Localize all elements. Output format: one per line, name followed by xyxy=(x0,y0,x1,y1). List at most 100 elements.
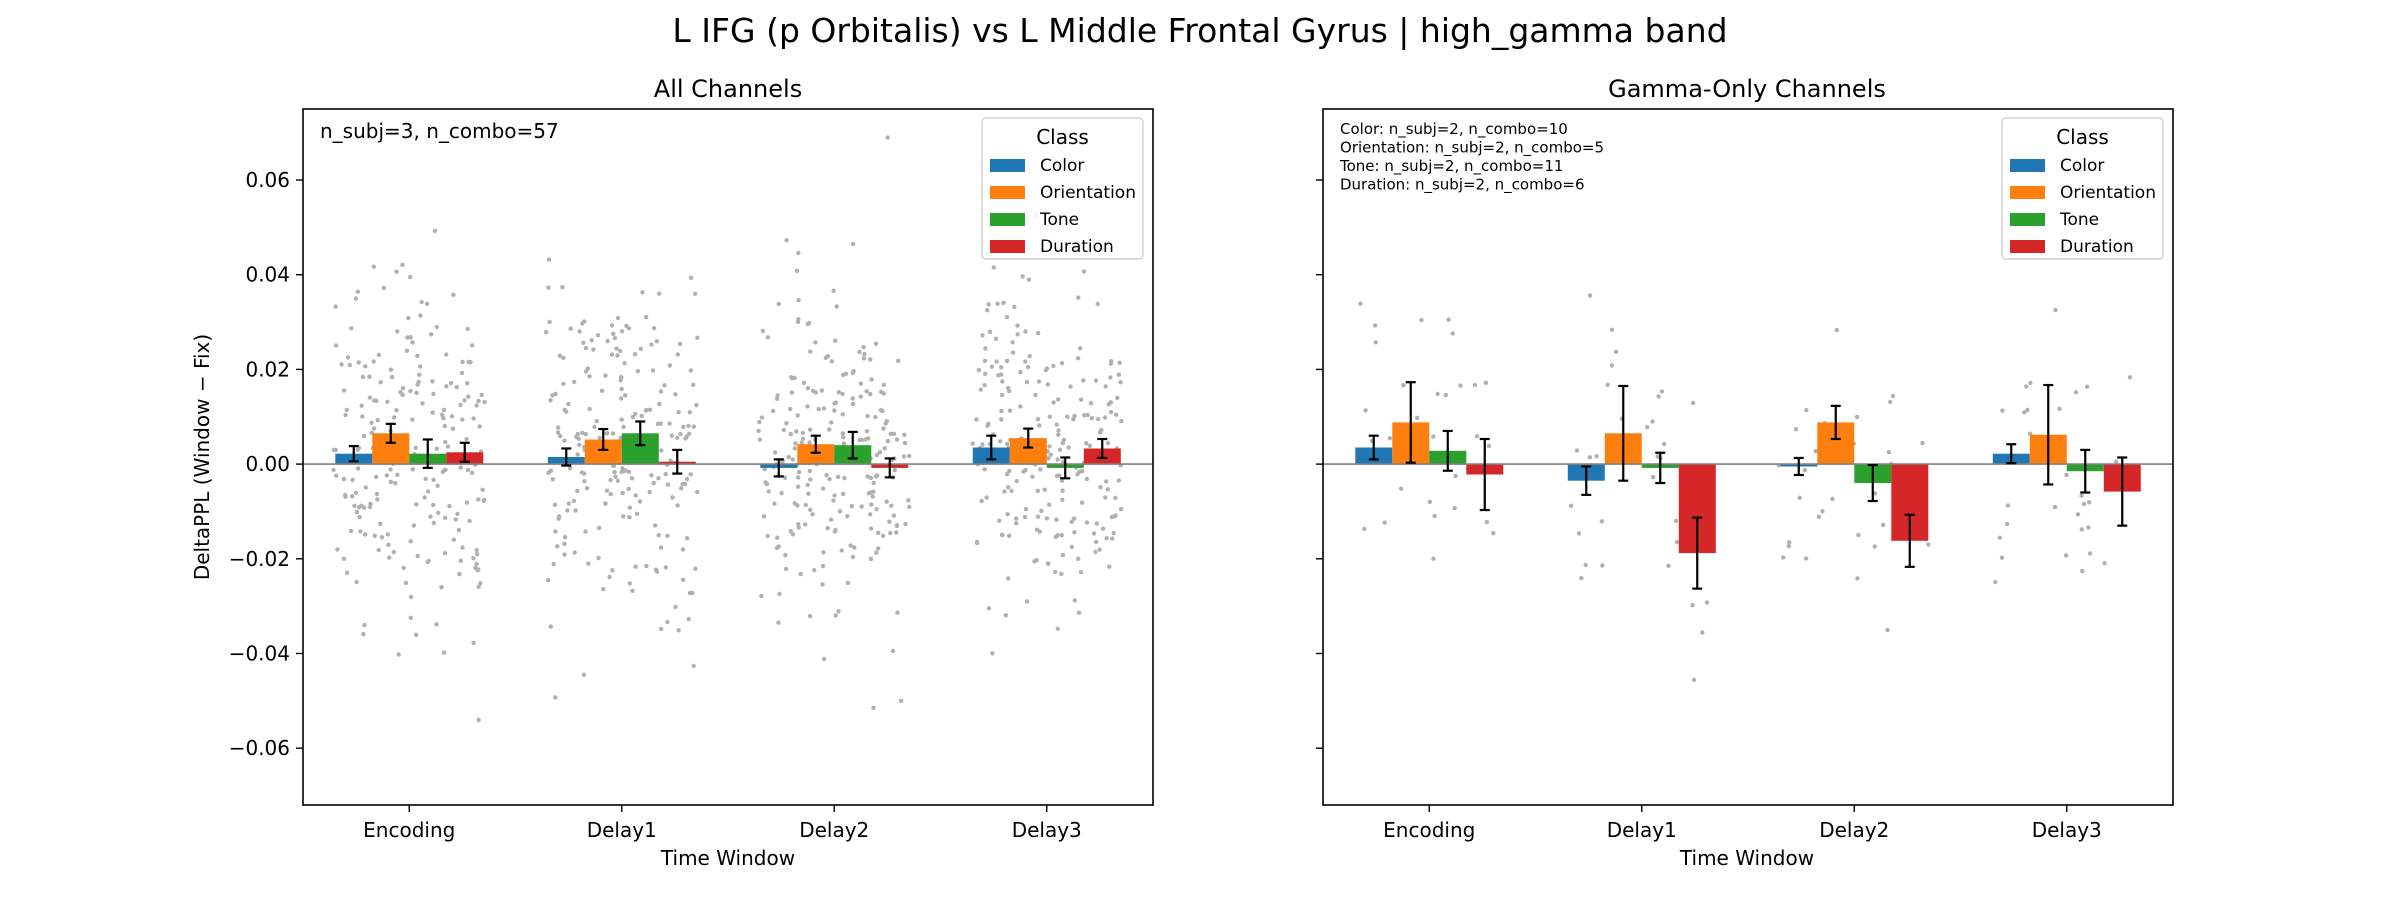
scatter-point xyxy=(680,577,686,582)
scatter-point xyxy=(395,472,400,477)
scatter-point xyxy=(575,488,580,494)
scatter-point xyxy=(1023,329,1028,334)
scatter-point xyxy=(1587,455,1593,460)
legend[interactable]: Class Color Orientation Tone Duration xyxy=(981,117,1144,260)
scatter-point xyxy=(418,364,423,369)
scatter-point xyxy=(861,345,866,350)
scatter-point xyxy=(796,250,801,256)
scatter-point xyxy=(691,424,697,429)
scatter-point xyxy=(848,543,853,548)
scatter-point xyxy=(680,547,686,552)
scatter-point xyxy=(827,476,832,482)
scatter-point xyxy=(341,476,347,482)
scatter-point xyxy=(878,389,884,395)
scatter-point xyxy=(1587,293,1593,298)
scatter-point xyxy=(425,559,430,565)
scatter-point xyxy=(1055,457,1060,462)
scatter-point xyxy=(476,567,481,572)
bar-orientation xyxy=(797,444,835,465)
scatter-point xyxy=(2086,525,2091,530)
scatter-point xyxy=(1926,542,1931,547)
scatter-point xyxy=(1645,424,1650,430)
scatter-point xyxy=(476,584,481,589)
scatter-point xyxy=(419,299,424,305)
scatter-point xyxy=(1012,304,1017,310)
scatter-point xyxy=(1609,363,1615,368)
scatter-point xyxy=(850,241,856,247)
scatter-point xyxy=(816,406,821,412)
scatter-point xyxy=(891,431,897,436)
scatter-point xyxy=(1042,487,1048,492)
scatter-point xyxy=(874,550,879,555)
scatter-point xyxy=(1781,555,1786,560)
scatter-point xyxy=(901,454,907,459)
scatter-point xyxy=(1060,497,1065,502)
scatter-point xyxy=(573,508,578,513)
scatter-point xyxy=(678,431,683,437)
scatter-point xyxy=(467,518,472,524)
scatter-point xyxy=(371,426,377,431)
scatter-point xyxy=(415,382,420,387)
scatter-point xyxy=(885,438,891,444)
scatter-point xyxy=(1076,556,1081,561)
scatter-point xyxy=(1401,383,1406,388)
scatter-point xyxy=(824,472,829,478)
scatter-point xyxy=(432,228,438,234)
scatter-point xyxy=(1453,473,1458,479)
scatter-point xyxy=(2005,503,2011,508)
scatter-point xyxy=(2028,380,2033,386)
scatter-point xyxy=(800,430,805,436)
scatter-point xyxy=(1020,274,1025,279)
scatter-point xyxy=(544,330,549,335)
scatter-point xyxy=(623,393,628,398)
scatter-point xyxy=(685,536,690,541)
scatter-point xyxy=(474,547,479,553)
scatter-point xyxy=(1113,495,1118,501)
scatter-point xyxy=(608,477,613,483)
scatter-point xyxy=(1035,330,1041,336)
scatter-point xyxy=(807,440,812,445)
scatter-point xyxy=(2114,459,2119,464)
scatter-point xyxy=(1006,576,1011,581)
legend[interactable]: Class Color Orientation Tone Duration xyxy=(2001,117,2164,260)
scatter-point xyxy=(906,498,911,503)
scatter-point xyxy=(798,571,803,577)
scatter-point xyxy=(1096,416,1101,422)
scatter-point xyxy=(790,457,795,462)
scatter-point xyxy=(887,519,892,524)
scatter-point xyxy=(562,438,567,443)
scatter-point xyxy=(688,368,694,373)
scatter-point xyxy=(693,291,698,296)
scatter-point xyxy=(547,319,552,325)
scatter-point xyxy=(378,380,383,385)
scatter-point xyxy=(997,518,1002,523)
scatter-point xyxy=(786,455,791,460)
scatter-point xyxy=(449,414,455,419)
scatter-point xyxy=(410,417,415,422)
scatter-point xyxy=(1650,474,1656,480)
scatter-point xyxy=(379,535,385,540)
scatter-point xyxy=(1115,395,1120,401)
scatter-point xyxy=(1704,600,1710,605)
scatter-point xyxy=(396,652,401,657)
scatter-point xyxy=(1080,469,1085,474)
scatter-point xyxy=(1072,413,1077,419)
scatter-point xyxy=(1009,488,1014,494)
scatter-point xyxy=(1069,519,1074,524)
scatter-point xyxy=(556,516,561,521)
scatter-point xyxy=(459,370,465,376)
legend-label: Duration xyxy=(1040,237,1114,257)
scatter-point xyxy=(572,379,577,385)
scatter-point xyxy=(376,352,382,358)
scatter-point xyxy=(825,354,831,359)
scatter-point xyxy=(577,329,582,334)
scatter-point xyxy=(1872,544,1877,549)
scatter-point xyxy=(695,335,700,340)
y-tick-label: 0.04 xyxy=(245,263,290,287)
scatter-point xyxy=(1568,503,1574,508)
legend-title: Class xyxy=(1036,125,1089,149)
scatter-point xyxy=(832,408,837,413)
scatter-point xyxy=(982,467,987,472)
x-tick-label: Encoding xyxy=(363,818,455,842)
scatter-point xyxy=(1116,372,1122,377)
